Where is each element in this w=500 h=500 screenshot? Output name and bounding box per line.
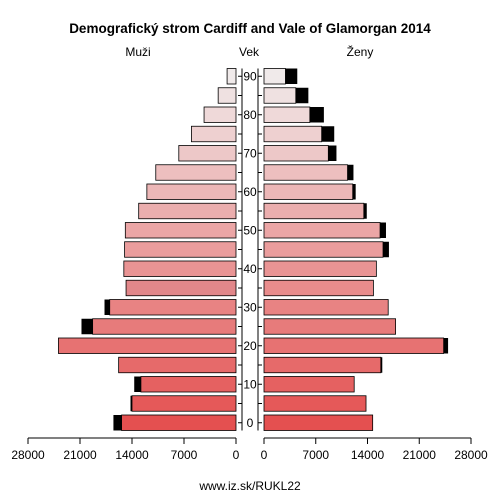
left-tick-label: 0 <box>233 448 240 462</box>
age-tick-label: 40 <box>243 262 257 276</box>
bar-women-55-59 <box>263 202 365 220</box>
excess-women-55-59 <box>363 203 367 219</box>
right-x-axis: 0 7000 14000 21000 28000 <box>261 437 488 462</box>
bar-women-5-9 <box>263 395 367 412</box>
bar-men-90+ <box>226 68 237 85</box>
excess-women-70-74 <box>328 145 337 161</box>
excess-women-60-64 <box>352 184 356 200</box>
left-tick-label: 14000 <box>115 448 149 462</box>
bars-group <box>58 68 449 431</box>
bar-men-0-4 <box>121 414 237 431</box>
bar-women-80-84 <box>263 106 311 123</box>
bar-women-0-4 <box>263 414 374 431</box>
bar-women-20-24 <box>263 337 445 354</box>
excess-women-80-84 <box>309 107 324 123</box>
left-x-axis: 28000 21000 14000 7000 0 <box>11 437 240 462</box>
bar-men-35-39 <box>125 279 237 297</box>
age-tick-label: 30 <box>243 300 257 314</box>
excess-men-10-14 <box>134 376 141 392</box>
excess-men-0-4 <box>113 415 122 431</box>
bar-women-85-89 <box>263 87 297 104</box>
age-tick-label: 80 <box>243 108 257 122</box>
right-tick-label: 0 <box>261 448 268 462</box>
excess-men-30-34 <box>104 299 110 315</box>
excess-women-65-69 <box>347 164 354 181</box>
bar-women-10-14 <box>263 376 355 393</box>
excess-women-15-19 <box>380 357 383 373</box>
bar-men-60-64 <box>146 183 237 200</box>
bar-women-75-79 <box>263 125 323 143</box>
age-tick-label: 70 <box>243 146 257 160</box>
right-tick-label: 28000 <box>454 448 488 462</box>
excess-women-50-54 <box>380 222 386 238</box>
right-tick-label: 14000 <box>351 448 385 462</box>
bar-women-25-29 <box>263 318 396 335</box>
age-tick-label: 50 <box>243 223 257 237</box>
bar-men-55-59 <box>138 202 237 220</box>
bar-women-35-39 <box>263 279 374 297</box>
bar-women-60-64 <box>263 183 354 200</box>
age-tick-label: 20 <box>243 339 257 353</box>
bar-men-80-84 <box>203 106 237 123</box>
bar-men-40-44 <box>123 260 237 277</box>
age-tick-label: 0 <box>247 416 254 430</box>
bar-women-70-74 <box>263 145 329 162</box>
bar-women-30-34 <box>263 299 389 316</box>
bar-men-50-54 <box>124 222 237 239</box>
bar-men-5-9 <box>131 395 237 412</box>
chart-title: Demografický strom Cardiff and Vale of G… <box>69 21 431 36</box>
left-label: Muži <box>125 45 150 59</box>
bar-men-70-74 <box>178 145 237 162</box>
bar-men-20-24 <box>58 337 237 354</box>
bar-women-45-49 <box>263 241 384 258</box>
bar-men-10-14 <box>140 376 237 393</box>
bar-men-25-29 <box>92 318 237 335</box>
bar-men-65-69 <box>155 164 237 181</box>
age-tick-label: 90 <box>243 69 257 83</box>
excess-women-75-79 <box>321 126 335 142</box>
left-tick-label: 7000 <box>171 448 198 462</box>
bar-women-65-69 <box>263 164 348 181</box>
right-tick-label: 7000 <box>302 448 329 462</box>
bar-women-40-44 <box>263 260 377 277</box>
excess-women-45-49 <box>383 241 389 258</box>
bar-men-45-49 <box>124 241 237 258</box>
bar-men-85-89 <box>217 87 237 104</box>
excess-men-5-9 <box>130 395 132 412</box>
bar-men-15-19 <box>118 356 237 374</box>
left-tick-label: 21000 <box>63 448 97 462</box>
age-tick-label: 60 <box>243 185 257 199</box>
excess-women-20-24 <box>443 338 449 354</box>
right-label: Ženy <box>347 44 374 59</box>
right-tick-label: 21000 <box>403 448 437 462</box>
center-label: Vek <box>239 45 260 59</box>
age-tick-label: 10 <box>243 377 257 391</box>
excess-women-85-89 <box>295 87 309 104</box>
bar-men-75-79 <box>191 125 237 143</box>
bar-men-30-34 <box>109 299 237 316</box>
left-tick-label: 28000 <box>11 448 45 462</box>
excess-women-90+ <box>285 68 298 84</box>
bar-women-90+ <box>263 68 286 85</box>
age-axis: 90 80 70 60 50 40 30 20 10 0 <box>238 68 262 431</box>
bar-women-15-19 <box>263 356 382 374</box>
excess-men-25-29 <box>81 318 93 335</box>
footer-text: www.iz.sk/RUKL22 <box>198 479 301 493</box>
bar-women-50-54 <box>263 222 381 239</box>
